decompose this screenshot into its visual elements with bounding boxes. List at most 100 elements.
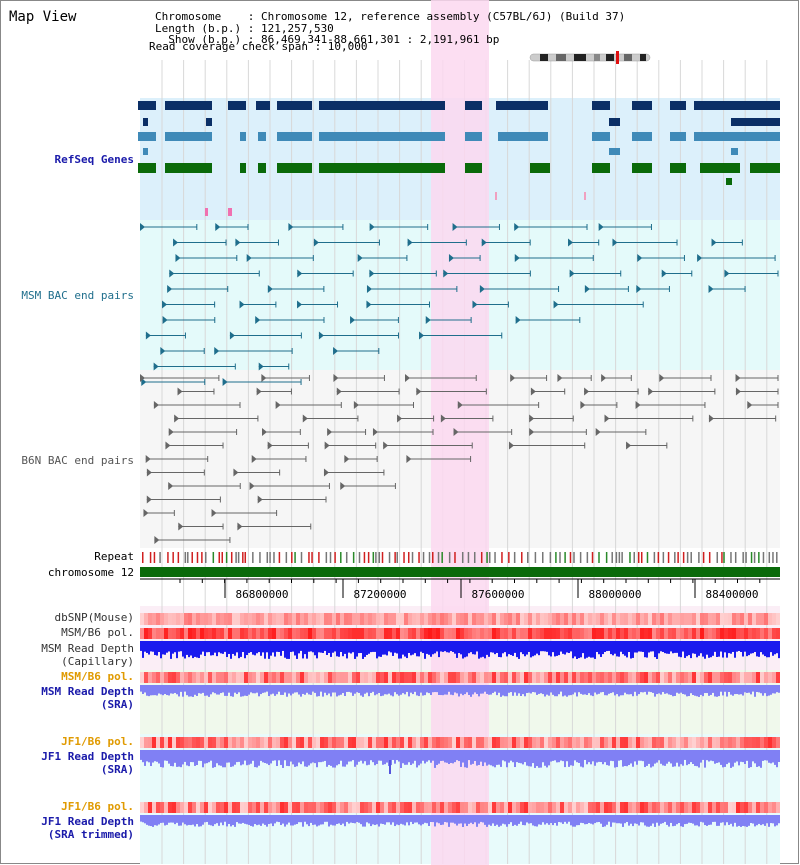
pol-cell <box>476 802 480 813</box>
msm-bac-track[interactable] <box>140 223 779 386</box>
depth-bar <box>264 815 266 825</box>
depth-bar <box>772 685 774 694</box>
depth-bar <box>654 750 656 764</box>
pol-cell <box>332 613 336 625</box>
pol-cell <box>212 802 216 813</box>
depth-bar <box>202 750 204 768</box>
depth-bar <box>442 641 444 652</box>
depth-bar <box>612 750 614 762</box>
pol-cell <box>736 672 740 683</box>
pol-cell <box>452 628 456 639</box>
pol-cell <box>388 628 392 639</box>
repeat-track <box>142 552 778 563</box>
coverage-span-info: Read coverage check span : 10,000 <box>149 40 368 53</box>
depth-bar <box>288 750 290 767</box>
repeat-mark <box>187 552 189 563</box>
depth-bar <box>664 641 666 654</box>
depth-bar <box>504 815 506 825</box>
repeat-mark <box>311 552 313 563</box>
depth-bar <box>340 815 342 825</box>
b6n-bac-end <box>659 374 665 382</box>
pol-cell <box>520 802 524 813</box>
depth-bar <box>212 685 214 693</box>
depth-bar <box>330 815 332 825</box>
pol-cell <box>248 613 252 625</box>
depth-bar <box>754 815 756 827</box>
pol-cell <box>536 737 540 748</box>
depth-bar <box>196 641 198 658</box>
depth-bar <box>422 685 424 696</box>
pol-cell <box>664 672 668 683</box>
pol-cell <box>760 737 764 748</box>
pol-cell <box>684 672 688 683</box>
depth-bar <box>466 750 468 768</box>
pol-cell <box>684 737 688 748</box>
depth-bar <box>334 641 336 652</box>
pol-cell <box>580 802 584 813</box>
depth-bar <box>726 815 728 823</box>
pol-cell <box>564 737 568 748</box>
b6n-bac-label[interactable]: B6N BAC end pairs <box>21 454 134 467</box>
depth-bar <box>240 815 242 824</box>
depth-bar <box>398 641 400 659</box>
pol-cell <box>176 737 180 748</box>
depth-bar <box>216 815 218 824</box>
pol-cell <box>608 613 612 625</box>
depth-bar <box>756 750 758 767</box>
repeat-mark <box>269 552 271 563</box>
pol-cell <box>580 628 584 639</box>
depth-bar <box>348 641 350 653</box>
pol-cell <box>616 802 620 813</box>
depth-bar <box>186 641 188 655</box>
depth-bar <box>164 750 166 761</box>
depth-bar <box>356 685 358 693</box>
pol-cell <box>676 613 680 625</box>
depth-bar <box>736 641 738 652</box>
pol-cell <box>560 737 564 748</box>
depth-bar <box>694 685 696 696</box>
depth-bar <box>154 685 156 696</box>
refseq-genes-track[interactable] <box>138 101 780 216</box>
b6n-bac-track[interactable] <box>140 374 779 544</box>
pol-cell <box>232 737 236 748</box>
depth-bar <box>658 641 660 654</box>
depth-bar <box>262 815 264 824</box>
depth-bar <box>148 750 150 763</box>
chromosome-ideogram[interactable] <box>529 51 651 64</box>
depth-bar <box>300 750 302 765</box>
msm-bac-label[interactable]: MSM BAC end pairs <box>21 289 134 302</box>
depth-bar <box>626 815 628 822</box>
depth-bar <box>552 750 554 761</box>
refseq-genes-label[interactable]: RefSeq Genes <box>54 153 134 166</box>
depth-bar <box>600 685 602 693</box>
depth-bar <box>188 641 190 658</box>
depth-bar <box>146 685 148 696</box>
pol-cell <box>396 672 400 683</box>
msm-bac-end <box>637 254 643 262</box>
pol-cell <box>664 628 668 639</box>
depth-bar <box>668 641 670 654</box>
pol-cell <box>164 628 168 639</box>
gene-exon <box>138 163 156 173</box>
repeat-mark <box>237 552 240 563</box>
depth-bar <box>652 685 654 693</box>
pol-cell <box>272 628 276 639</box>
depth-bar <box>412 815 414 825</box>
depth-bar <box>740 641 742 652</box>
pol-cell <box>604 628 608 639</box>
depth-bar <box>326 815 328 822</box>
depth-bar <box>478 685 480 697</box>
pol-cell <box>648 737 652 748</box>
pol-cell <box>468 613 472 625</box>
pol-cell <box>440 737 444 748</box>
pol-cell <box>752 628 756 639</box>
depth-bar <box>736 815 738 827</box>
pol-cell <box>184 613 188 625</box>
depth-bar <box>744 685 746 693</box>
depth-bar <box>708 641 710 658</box>
pol-cell <box>512 613 516 625</box>
pol-cell <box>500 672 504 683</box>
gene-exon <box>496 101 548 110</box>
gene-exon <box>228 101 246 110</box>
